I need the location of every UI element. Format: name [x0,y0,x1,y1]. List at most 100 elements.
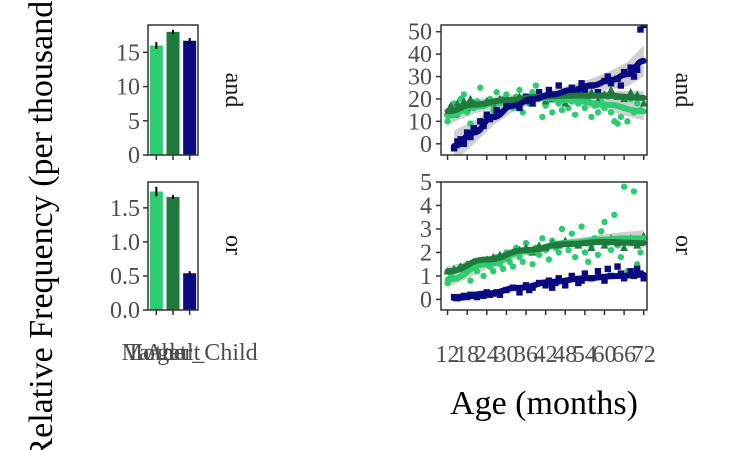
point [624,118,631,125]
point [446,101,455,109]
point [565,246,572,254]
x-tick-label: 42 [534,342,558,368]
point [555,82,562,89]
point [581,270,589,277]
bar [166,31,180,156]
y-tick-label: 5 [128,109,140,135]
point [532,82,540,89]
point [627,64,634,71]
point [454,138,461,145]
x-tick-label: 60 [592,342,616,368]
point [581,249,589,256]
point [548,109,556,116]
x-tick-label: Target [126,340,187,366]
bar [183,273,197,310]
point [516,253,523,261]
y-tick-label: 4 [420,193,432,219]
point [459,97,468,105]
bar [183,40,197,155]
point [601,277,608,284]
point [617,82,625,89]
point [630,73,638,80]
point [516,86,523,94]
point [637,249,644,256]
y-tick-label: 0 [420,287,432,313]
bar [149,45,163,155]
point [529,261,536,268]
point [617,113,625,121]
bar [166,196,180,310]
point [594,268,602,275]
fit-line [451,271,647,302]
x-tick-label: 12 [436,342,460,368]
point [598,228,605,235]
panel-content [443,25,647,155]
strip-label-or-bar: or [220,235,246,255]
point [604,73,611,80]
y-tick-label: 15 [116,40,140,66]
y-tick-label: 10 [408,109,432,135]
panel-border [440,181,648,311]
point [526,286,533,294]
point [519,258,526,266]
point [568,230,575,237]
point [467,277,474,284]
x-tick-label: Adult [146,340,201,366]
point [539,113,546,121]
point [562,282,569,289]
y-tick-label: 20 [408,87,432,113]
point [558,225,566,233]
point [607,85,616,94]
confidence-ribbon [454,45,644,155]
y-tick-label: 1 [420,264,432,290]
point [607,109,615,116]
point [529,100,536,107]
x-axis-title: Age (months) [450,385,638,422]
point [503,91,510,98]
point [578,80,585,87]
y-tick-label: 50 [408,20,432,46]
point [539,235,546,242]
point [453,99,462,107]
point [614,263,621,270]
point [555,249,562,256]
point [601,218,608,226]
point [548,284,556,291]
y-tick-label: 1.0 [110,230,140,256]
point [575,279,582,287]
point [568,272,575,280]
panel-border [147,181,199,311]
panel-border [440,24,648,156]
panel-border [147,24,199,156]
point [522,239,530,247]
point [604,265,611,273]
point [626,88,635,96]
y-tick-label: 0 [128,143,140,169]
y-tick-label: 0 [420,132,432,158]
point [588,113,595,121]
y-tick-label: 0.0 [110,298,140,324]
point [630,188,638,195]
point [627,268,634,275]
x-tick-label: 48 [553,342,577,368]
point [516,104,523,112]
y-axis-title: Relative Frequency (per thousand) [23,0,60,450]
point [614,120,621,127]
point [594,109,602,116]
point [545,256,553,263]
point [516,289,523,296]
point [637,26,644,33]
x-tick-label: 30 [494,342,518,368]
x-tick-label: 18 [455,342,479,368]
bar-panel-or: 0.0 0.5 1.0 1.5 [110,181,199,324]
point [584,258,592,266]
point [483,111,490,118]
strip-label-and-scatter: and [670,73,696,108]
y-tick-label: 30 [408,65,432,91]
x-tick-label: 66 [612,342,636,368]
bar [149,191,163,310]
